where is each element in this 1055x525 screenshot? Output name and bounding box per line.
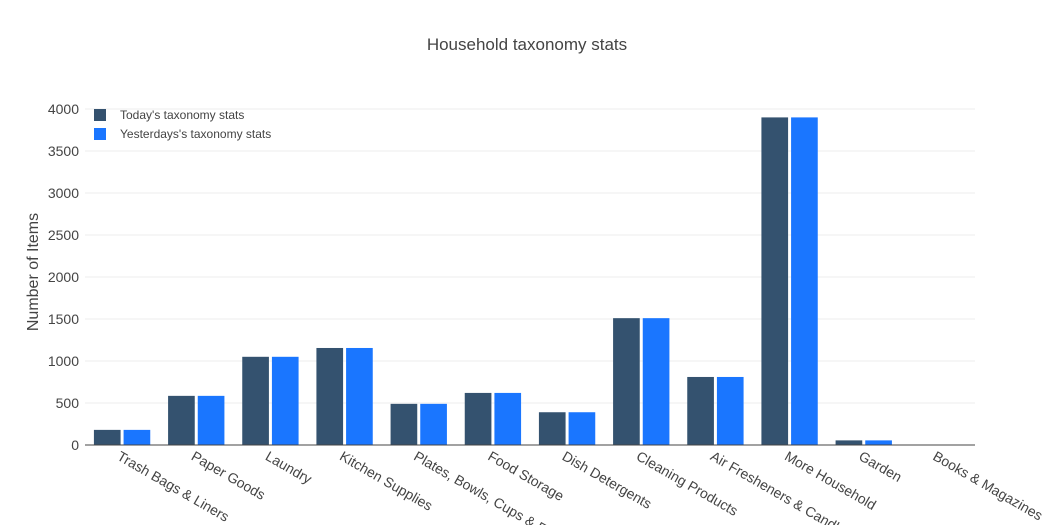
y-axis-title: Number of Items	[25, 213, 42, 331]
y-tick-label: 1500	[48, 311, 79, 327]
legend-label: Today's taxonomy stats	[120, 108, 244, 122]
bar	[168, 395, 195, 445]
bar	[865, 440, 892, 445]
bar	[761, 117, 789, 446]
bar	[390, 403, 418, 445]
bar	[791, 117, 818, 446]
y-tick-label: 4000	[48, 101, 79, 117]
y-tick-label: 0	[71, 437, 79, 453]
bar	[123, 429, 151, 445]
chart-title: Household taxonomy stats	[427, 35, 627, 54]
bar	[835, 440, 863, 445]
bar	[642, 318, 670, 445]
x-tick-label: Garden	[856, 448, 904, 485]
bar	[93, 429, 121, 445]
bar	[420, 403, 447, 445]
y-tick-label: 2500	[48, 227, 79, 243]
bar	[538, 412, 566, 445]
y-tick-label: 3500	[48, 143, 79, 159]
bar	[687, 376, 714, 445]
x-tick-label: Books & Magazines	[930, 448, 1045, 524]
y-tick-label: 2000	[48, 269, 79, 285]
bar	[494, 392, 522, 445]
bar	[271, 356, 299, 445]
bar	[716, 376, 744, 445]
bar	[242, 356, 269, 445]
bar	[568, 412, 596, 445]
y-tick-label: 500	[56, 395, 80, 411]
legend-swatch	[94, 109, 106, 121]
bar	[464, 392, 492, 445]
y-tick-label: 1000	[48, 353, 79, 369]
x-tick-label: Laundry	[263, 448, 315, 487]
bar	[316, 347, 344, 445]
bar	[197, 395, 225, 445]
legend-label: Yesterdays's taxonomy stats	[120, 127, 271, 141]
bar	[346, 347, 373, 445]
legend-swatch	[94, 128, 106, 140]
bar	[613, 318, 640, 445]
y-tick-label: 3000	[48, 185, 79, 201]
